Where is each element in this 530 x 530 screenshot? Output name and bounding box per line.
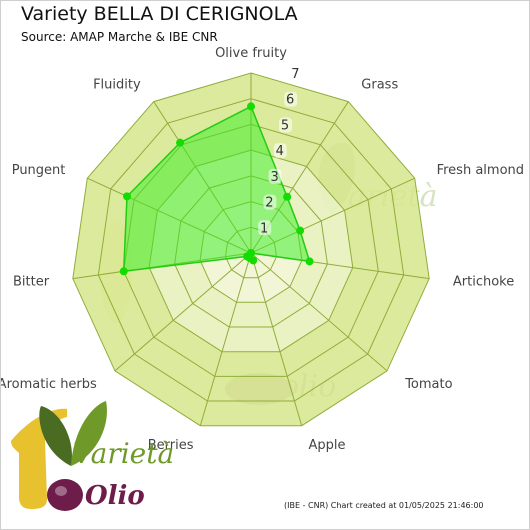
axis-label: Grass bbox=[361, 78, 398, 93]
tick-label-bg bbox=[258, 220, 272, 236]
tick-label: 6 bbox=[286, 93, 294, 108]
chart-title: Variety BELLA DI CERIGNOLA bbox=[21, 3, 298, 25]
tick-label-bg bbox=[268, 168, 282, 184]
radar-data-point bbox=[123, 192, 132, 201]
axis-label: Olive fruity bbox=[215, 46, 287, 61]
tick-label: 7 bbox=[291, 67, 299, 82]
logo-leaf-left bbox=[39, 406, 72, 466]
logo-text-olio: Olio bbox=[85, 481, 145, 511]
logo-olive-shine bbox=[55, 486, 67, 496]
radar-grid-ring bbox=[72, 72, 430, 427]
tick-label: 4 bbox=[276, 144, 284, 159]
radar-spoke bbox=[114, 252, 252, 372]
axis-label: Berries bbox=[148, 438, 194, 453]
tick-label-bg bbox=[263, 194, 277, 210]
logo-leaf-right bbox=[71, 401, 107, 466]
radar-data-point bbox=[283, 192, 292, 201]
axis-label: Tomato bbox=[404, 377, 452, 392]
logo-numeral-shape bbox=[11, 408, 67, 509]
radar-grid-ring bbox=[97, 98, 405, 402]
axis-label: Artichoke bbox=[453, 275, 514, 290]
tick-label-bg bbox=[289, 66, 303, 81]
tick-label-bg bbox=[279, 117, 292, 133]
axis-label: Pungent bbox=[12, 163, 66, 178]
tick-label-bg bbox=[284, 91, 298, 107]
axis-label: Fluidity bbox=[93, 78, 141, 93]
logo-olive bbox=[47, 479, 83, 511]
axis-label: Bitter bbox=[13, 275, 50, 290]
radar-data-point bbox=[119, 267, 128, 276]
radar-data-point bbox=[296, 226, 305, 235]
tick-label: 1 bbox=[260, 221, 268, 236]
radar-data-point bbox=[176, 138, 185, 147]
tick-label-bg bbox=[273, 143, 287, 159]
radar-spoke bbox=[250, 252, 388, 372]
axis-label: Aromatic herbs bbox=[1, 377, 97, 392]
logo-text-varieta: Varietà bbox=[73, 437, 174, 470]
chart-footer: (IBE - CNR) Chart created at 01/05/2025 … bbox=[284, 501, 484, 510]
axis-label: Apple bbox=[309, 438, 346, 453]
radar-data-point bbox=[305, 257, 314, 266]
tick-label: 3 bbox=[270, 170, 278, 185]
radar-axis-labels: Olive fruity Grass Fresh almond Artichoke To… bbox=[1, 46, 524, 453]
chart-subtitle: Source: AMAP Marche & IBE CNR bbox=[21, 30, 218, 44]
radar-spoke bbox=[250, 252, 303, 426]
tick-label: 5 bbox=[281, 118, 289, 133]
radar-spoke bbox=[199, 252, 252, 426]
axis-label: Fresh almond bbox=[437, 163, 524, 178]
radar-data-point bbox=[247, 102, 255, 111]
radar-data-point bbox=[243, 252, 252, 261]
varieta-olio-logo: Varietà Olio bbox=[11, 401, 174, 511]
radar-tick-labels: 1 2 3 4 5 6 7 bbox=[258, 66, 303, 236]
tick-label: 2 bbox=[265, 196, 273, 211]
